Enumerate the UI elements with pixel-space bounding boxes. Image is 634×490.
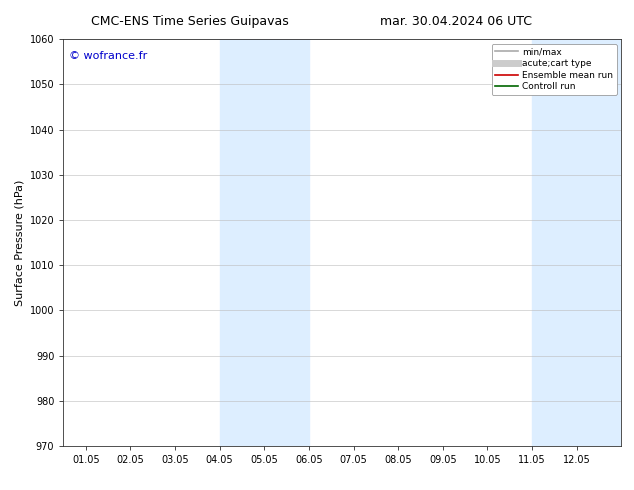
Legend: min/max, acute;cart type, Ensemble mean run, Controll run: min/max, acute;cart type, Ensemble mean …: [491, 44, 617, 95]
Bar: [219, 39, 309, 446]
Text: mar. 30.04.2024 06 UTC: mar. 30.04.2024 06 UTC: [380, 15, 533, 28]
Text: © wofrance.fr: © wofrance.fr: [69, 51, 147, 61]
Y-axis label: Surface Pressure (hPa): Surface Pressure (hPa): [14, 179, 24, 306]
Bar: [532, 39, 621, 446]
Text: CMC-ENS Time Series Guipavas: CMC-ENS Time Series Guipavas: [91, 15, 289, 28]
